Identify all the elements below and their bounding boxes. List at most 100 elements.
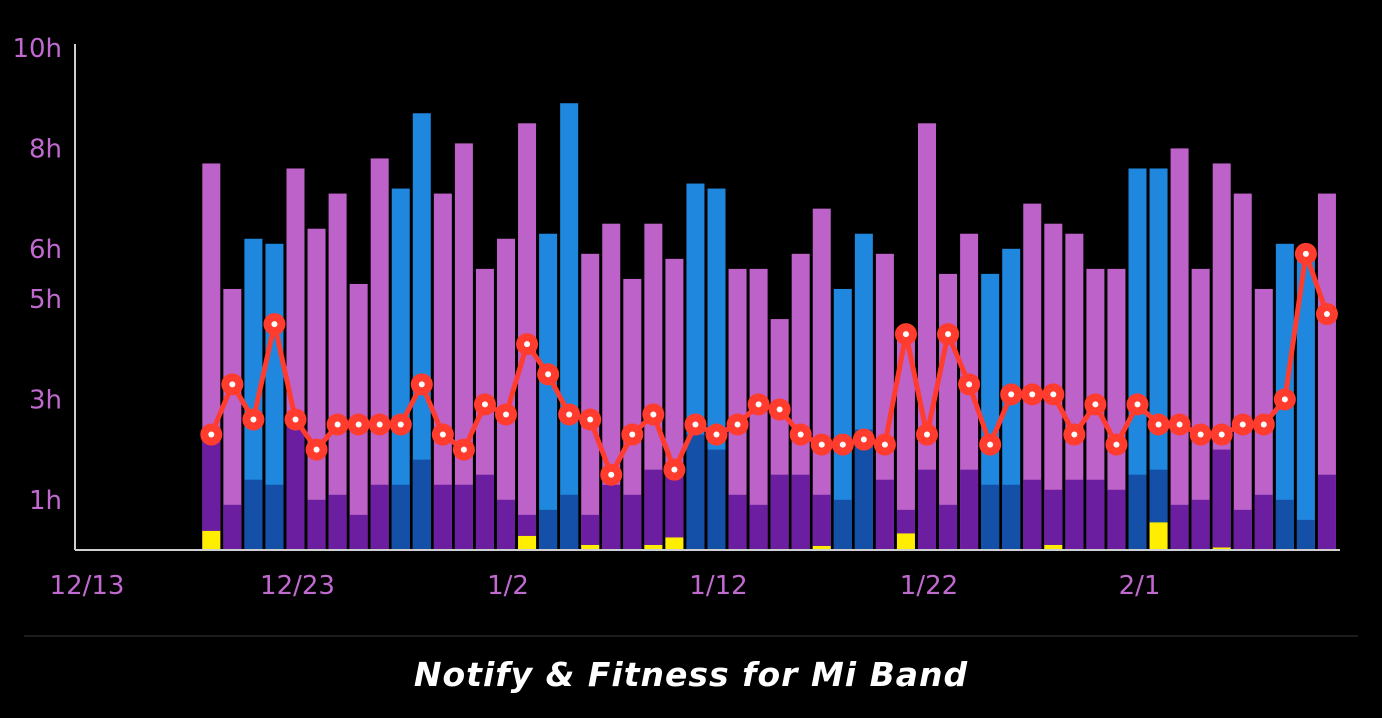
trend-point-center — [313, 446, 320, 453]
trend-point-center — [566, 411, 573, 418]
light-sleep-bar — [728, 268, 747, 550]
deep-sleep-bar — [454, 484, 473, 550]
deep-sleep-bar — [307, 499, 326, 550]
light-sleep-bar — [497, 238, 515, 550]
deep-sleep-bar — [202, 434, 221, 550]
trend-point-center — [481, 401, 488, 408]
trend-point-center — [1260, 421, 1267, 428]
app-title: Notify & Fitness for Mi Band — [413, 655, 969, 694]
deep-sleep-bar — [918, 469, 936, 550]
trend-point-center — [250, 416, 257, 423]
light-sleep-bar — [1233, 193, 1252, 550]
trend-point-center — [1302, 250, 1309, 257]
deep-sleep-bar — [244, 479, 263, 550]
y-axis-ticks: 10h 8h 6h 5h 3h 1h — [12, 34, 62, 516]
light-sleep-bar — [1191, 268, 1210, 550]
light-sleep-bar — [833, 288, 852, 550]
trend-point-center — [1092, 401, 1099, 408]
trend-point-center — [208, 431, 215, 438]
bar-series — [202, 103, 1336, 551]
x-tick-label: 1/12 — [689, 571, 747, 601]
deep-sleep-bar — [433, 484, 452, 550]
deep-sleep-bar — [749, 504, 768, 550]
light-sleep-bar — [623, 278, 642, 550]
deep-sleep-bar — [812, 494, 831, 550]
trend-point-center — [608, 471, 615, 478]
light-sleep-bar — [1317, 193, 1336, 550]
x-axis-ticks: 12/13 12/23 1/2 1/12 1/22 2/1 — [50, 571, 1161, 601]
trend-point-center — [376, 421, 383, 428]
trend-point-center — [839, 441, 846, 448]
trend-point-center — [945, 331, 952, 338]
light-sleep-bar — [307, 228, 326, 550]
deep-sleep-bar — [1296, 519, 1315, 550]
trend-point-center — [860, 436, 867, 443]
awake-bar — [1044, 544, 1063, 550]
deep-sleep-bar — [665, 469, 684, 550]
trend-point-center — [650, 411, 657, 418]
deep-sleep-bar — [286, 414, 305, 550]
awake-bar — [202, 530, 221, 550]
trend-point-center — [987, 441, 994, 448]
trend-point-center — [1197, 431, 1204, 438]
sleep-chart: 10h 8h 6h 5h 3h 1h 12/13 12/23 1/2 1/12 1/22 2/1 — [12, 34, 1340, 601]
light-sleep-bar — [644, 223, 663, 550]
light-sleep-bar — [1149, 168, 1168, 551]
trend-point-center — [692, 421, 699, 428]
light-sleep-bar — [1296, 248, 1315, 551]
light-sleep-bar — [1128, 168, 1147, 551]
light-sleep-bar — [560, 103, 579, 550]
trend-point-center — [439, 431, 446, 438]
light-sleep-bar — [981, 273, 1000, 550]
awake-bar — [896, 533, 915, 550]
deep-sleep-bar — [412, 459, 431, 550]
x-tick-label: 1/22 — [900, 571, 958, 601]
trend-point-center — [1134, 401, 1141, 408]
trend-point-center — [418, 381, 425, 388]
trend-point-center — [755, 401, 762, 408]
deep-sleep-bar — [1065, 479, 1084, 550]
awake-bar — [644, 544, 663, 550]
trend-point-center — [1323, 311, 1330, 318]
light-sleep-bar — [1065, 233, 1084, 551]
awake-bar — [812, 545, 831, 550]
light-sleep-bar — [896, 329, 915, 550]
trend-point-center — [1239, 421, 1246, 428]
deep-sleep-bar — [539, 509, 558, 550]
deep-sleep-bar — [875, 479, 894, 550]
light-sleep-bar — [875, 253, 894, 550]
y-tick-label: 1h — [29, 486, 62, 516]
deep-sleep-bar — [1191, 499, 1210, 550]
deep-sleep-bar — [1317, 474, 1336, 550]
trend-point-center — [881, 441, 888, 448]
y-tick-label: 3h — [29, 385, 62, 415]
footer-divider — [24, 635, 1358, 637]
deep-sleep-bar — [854, 429, 873, 550]
y-tick-label: 10h — [12, 34, 62, 64]
deep-sleep-bar — [349, 514, 368, 550]
deep-sleep-bar — [1002, 484, 1021, 550]
trend-point-center — [503, 411, 509, 418]
light-sleep-bar — [412, 113, 431, 550]
trend-point-center — [271, 321, 278, 328]
light-sleep-bar — [812, 208, 831, 550]
deep-sleep-bar — [707, 449, 726, 550]
deep-sleep-bar — [981, 484, 1000, 550]
deep-sleep-bar — [1254, 494, 1273, 550]
trend-point-center — [1008, 391, 1015, 398]
deep-sleep-bar — [960, 469, 979, 550]
light-sleep-bar — [223, 288, 242, 550]
trend-point-center — [1281, 396, 1288, 403]
trend-point-center — [713, 431, 720, 438]
trend-point-center — [1176, 421, 1183, 428]
trend-point-center — [587, 416, 594, 423]
light-sleep-bar — [1023, 203, 1042, 550]
trend-point-center — [734, 421, 741, 428]
trend-point-center — [818, 441, 825, 448]
deep-sleep-bar — [475, 474, 494, 550]
y-tick-label: 6h — [29, 235, 62, 265]
deep-sleep-bar — [1023, 479, 1042, 550]
deep-sleep-bar — [1086, 479, 1105, 550]
trend-point-center — [1050, 391, 1057, 398]
deep-sleep-bar — [623, 494, 642, 550]
